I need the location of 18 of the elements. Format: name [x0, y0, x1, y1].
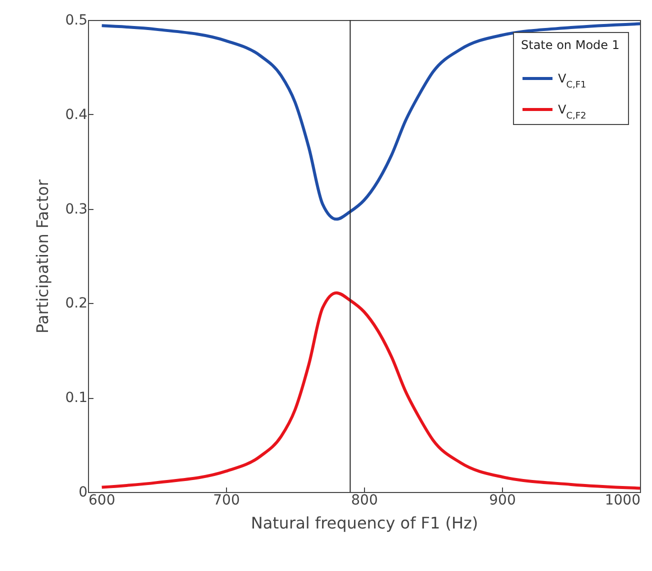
x-tick-label: 600: [88, 492, 116, 508]
legend-title: State on Mode 1: [521, 38, 620, 52]
y-tick-label: 0.5: [65, 12, 88, 28]
x-tick-label: 1000: [604, 492, 640, 508]
y-tick-label: 0.3: [65, 201, 88, 218]
y-tick-label: 0.2: [65, 296, 88, 312]
legend-label: V$_{C,F1}$: [558, 72, 586, 90]
y-tick-label: 0: [78, 484, 88, 500]
x-tick-label: 700: [213, 492, 240, 508]
line-series: [100, 22, 640, 221]
y-tick-label: 0.1: [65, 390, 88, 406]
line-series: [100, 291, 640, 490]
x-axis-title: Natural frequency of F1 (Hz): [250, 514, 478, 532]
x-tick-label: 800: [351, 492, 378, 508]
y-axis-title: Participation Factor: [33, 179, 52, 334]
y-tick-label: 0.4: [65, 106, 88, 123]
legend-label: V$_{C,F2}$: [558, 102, 586, 122]
x-tick-label: 900: [489, 492, 516, 508]
